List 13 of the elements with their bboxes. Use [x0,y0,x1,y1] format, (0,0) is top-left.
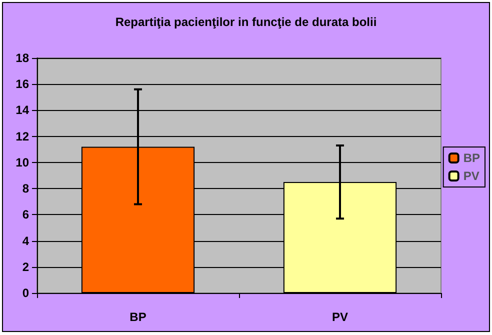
legend-label: PV [463,169,480,183]
y-tick-label: 16 [16,77,30,92]
chart-title: Repartiţia pacienţilor in funcţie de durata bolii [115,15,377,29]
y-tick-label: 8 [22,182,30,196]
y-tick-label: 2 [22,260,30,274]
legend-label: BP [463,151,480,165]
y-tick-label: 4 [22,234,30,248]
y-tick-label: 0 [22,286,30,300]
y-tick-label: 18 [16,51,30,65]
y-tick-label: 12 [16,129,30,144]
y-tick-label: 10 [16,155,30,170]
y-tick-label: 14 [16,103,30,118]
y-tick-label: 6 [22,208,30,222]
